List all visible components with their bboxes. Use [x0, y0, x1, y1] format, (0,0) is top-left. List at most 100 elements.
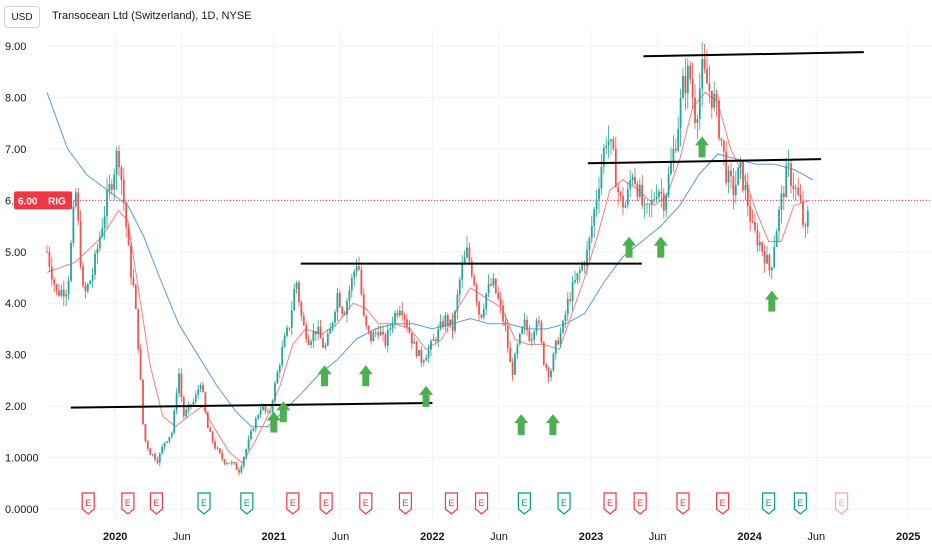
candle-body — [115, 151, 118, 175]
earnings-marker[interactable]: E — [834, 492, 849, 515]
y-tick-label: 2.00 — [5, 401, 26, 413]
trendline-4[interactable] — [643, 51, 864, 58]
candle-body — [84, 285, 87, 292]
earnings-marker[interactable]: E — [603, 492, 617, 515]
earnings-letter: E — [797, 498, 803, 508]
candle-body — [770, 267, 773, 271]
candle-body — [360, 269, 363, 295]
candle-body — [396, 313, 399, 316]
candle-body — [586, 250, 588, 266]
candle-body — [473, 275, 476, 286]
earnings-marker[interactable]: E — [81, 492, 95, 515]
candle-body — [170, 432, 173, 437]
y-tick-label: 8.00 — [5, 92, 26, 104]
candle-body — [602, 147, 605, 167]
earnings-marker[interactable]: E — [633, 492, 647, 515]
y-tick-label: 3.00 — [5, 350, 26, 362]
candle-body — [197, 389, 200, 395]
candle-body — [146, 441, 149, 449]
candle-body — [545, 364, 548, 368]
candle-body — [794, 187, 797, 189]
candle-body — [341, 307, 344, 315]
candle-body — [713, 93, 716, 108]
earnings-badge — [633, 492, 647, 515]
earnings-marker[interactable]: E — [149, 492, 164, 515]
earnings-marker[interactable]: E — [762, 492, 776, 515]
candle-body — [312, 331, 315, 342]
symbol-title: Transocean Ltd (Switzerland), 1D, NYSE — [52, 10, 252, 22]
earnings-letter: E — [448, 498, 454, 508]
candle-body — [110, 184, 113, 190]
candle-body — [552, 353, 555, 371]
candle-body — [384, 334, 387, 346]
candle-body — [106, 190, 108, 217]
candle-body — [422, 360, 425, 363]
candle-body — [185, 409, 188, 417]
candle-body — [202, 385, 204, 393]
candle-body — [89, 280, 92, 285]
earnings-badge — [762, 492, 776, 515]
candle-body — [401, 310, 404, 316]
earnings-marker[interactable]: E — [793, 492, 807, 515]
candle-body — [346, 300, 348, 315]
earnings-marker[interactable]: E — [240, 492, 254, 515]
earnings-badge — [240, 492, 254, 515]
earnings-marker[interactable]: E — [676, 492, 690, 515]
earnings-letter: E — [479, 498, 485, 508]
currency-button[interactable]: USD — [4, 6, 40, 28]
candle-body — [677, 128, 680, 151]
earnings-marker[interactable]: E — [286, 492, 300, 515]
earnings-marker[interactable]: E — [197, 492, 211, 515]
time-axis[interactable]: 2020 Jun 2021 Jun 2022 Jun 2023 Jun 2024 Jun 2025 — [103, 531, 920, 543]
candle-body — [494, 278, 497, 294]
candle-body — [350, 277, 353, 291]
candle-body — [67, 280, 70, 295]
price-axis[interactable]: 9.00 8.00 7.00 6.00 5.00 4.00 3.00 2.00 1.0000 0.… — [5, 41, 39, 516]
candle-body — [727, 170, 730, 183]
candle-body — [758, 242, 761, 246]
earnings-marker[interactable]: E — [121, 492, 135, 515]
candle-body — [710, 90, 713, 108]
trendlines[interactable] — [70, 51, 864, 409]
candle-body — [168, 436, 171, 442]
candle-body — [269, 411, 272, 413]
candle-body — [108, 184, 111, 191]
earnings-marker[interactable]: E — [517, 492, 531, 515]
earnings-marker[interactable]: E — [319, 492, 333, 515]
candle-body — [336, 292, 339, 312]
candle-body — [797, 187, 800, 195]
up-arrow-icon — [653, 236, 668, 258]
candle-body — [82, 266, 84, 286]
candle-body — [151, 454, 154, 455]
candle-body — [581, 264, 584, 270]
candle-body — [624, 205, 627, 208]
candle-body — [295, 282, 298, 289]
candle-body — [564, 314, 567, 321]
candle-body — [98, 236, 101, 249]
candle-body — [646, 203, 648, 205]
earnings-marker[interactable]: E — [444, 492, 459, 515]
candle-body — [382, 331, 384, 335]
earnings-marker[interactable]: E — [716, 492, 730, 515]
trendline-3[interactable] — [587, 158, 821, 165]
earnings-marker[interactable]: E — [359, 492, 373, 515]
candle-body — [307, 339, 310, 345]
earnings-badge — [557, 492, 571, 515]
earnings-letter: E — [720, 498, 726, 508]
trendline-1[interactable] — [70, 402, 433, 409]
earnings-marker[interactable]: E — [474, 492, 489, 515]
earnings-letter: E — [85, 498, 91, 508]
candle-body — [394, 313, 396, 324]
earnings-marker[interactable]: E — [398, 492, 413, 515]
earnings-letter: E — [521, 498, 527, 508]
candle-body — [278, 365, 281, 373]
candle-body — [806, 210, 809, 227]
earnings-marker[interactable]: E — [557, 492, 571, 515]
candle-body — [653, 199, 656, 201]
candle-body — [746, 184, 749, 207]
candle-body — [516, 344, 519, 355]
candle-body — [214, 441, 216, 449]
candle-body — [449, 319, 452, 326]
